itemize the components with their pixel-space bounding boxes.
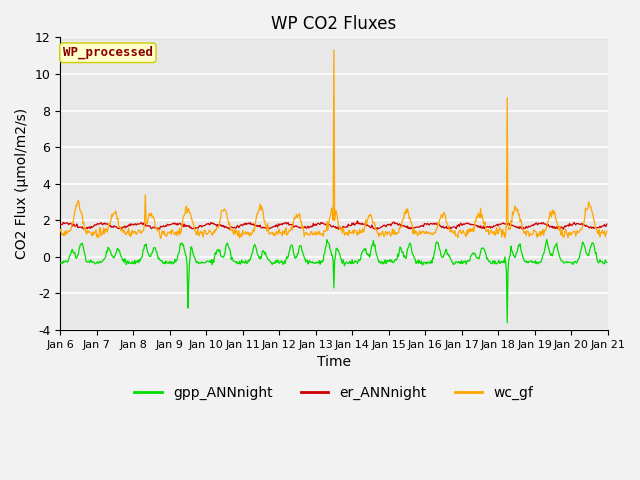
Title: WP CO2 Fluxes: WP CO2 Fluxes <box>271 15 397 33</box>
Text: WP_processed: WP_processed <box>63 46 153 60</box>
Y-axis label: CO2 Flux (μmol/m2/s): CO2 Flux (μmol/m2/s) <box>15 108 29 259</box>
X-axis label: Time: Time <box>317 355 351 369</box>
Legend: gpp_ANNnight, er_ANNnight, wc_gf: gpp_ANNnight, er_ANNnight, wc_gf <box>129 380 539 405</box>
